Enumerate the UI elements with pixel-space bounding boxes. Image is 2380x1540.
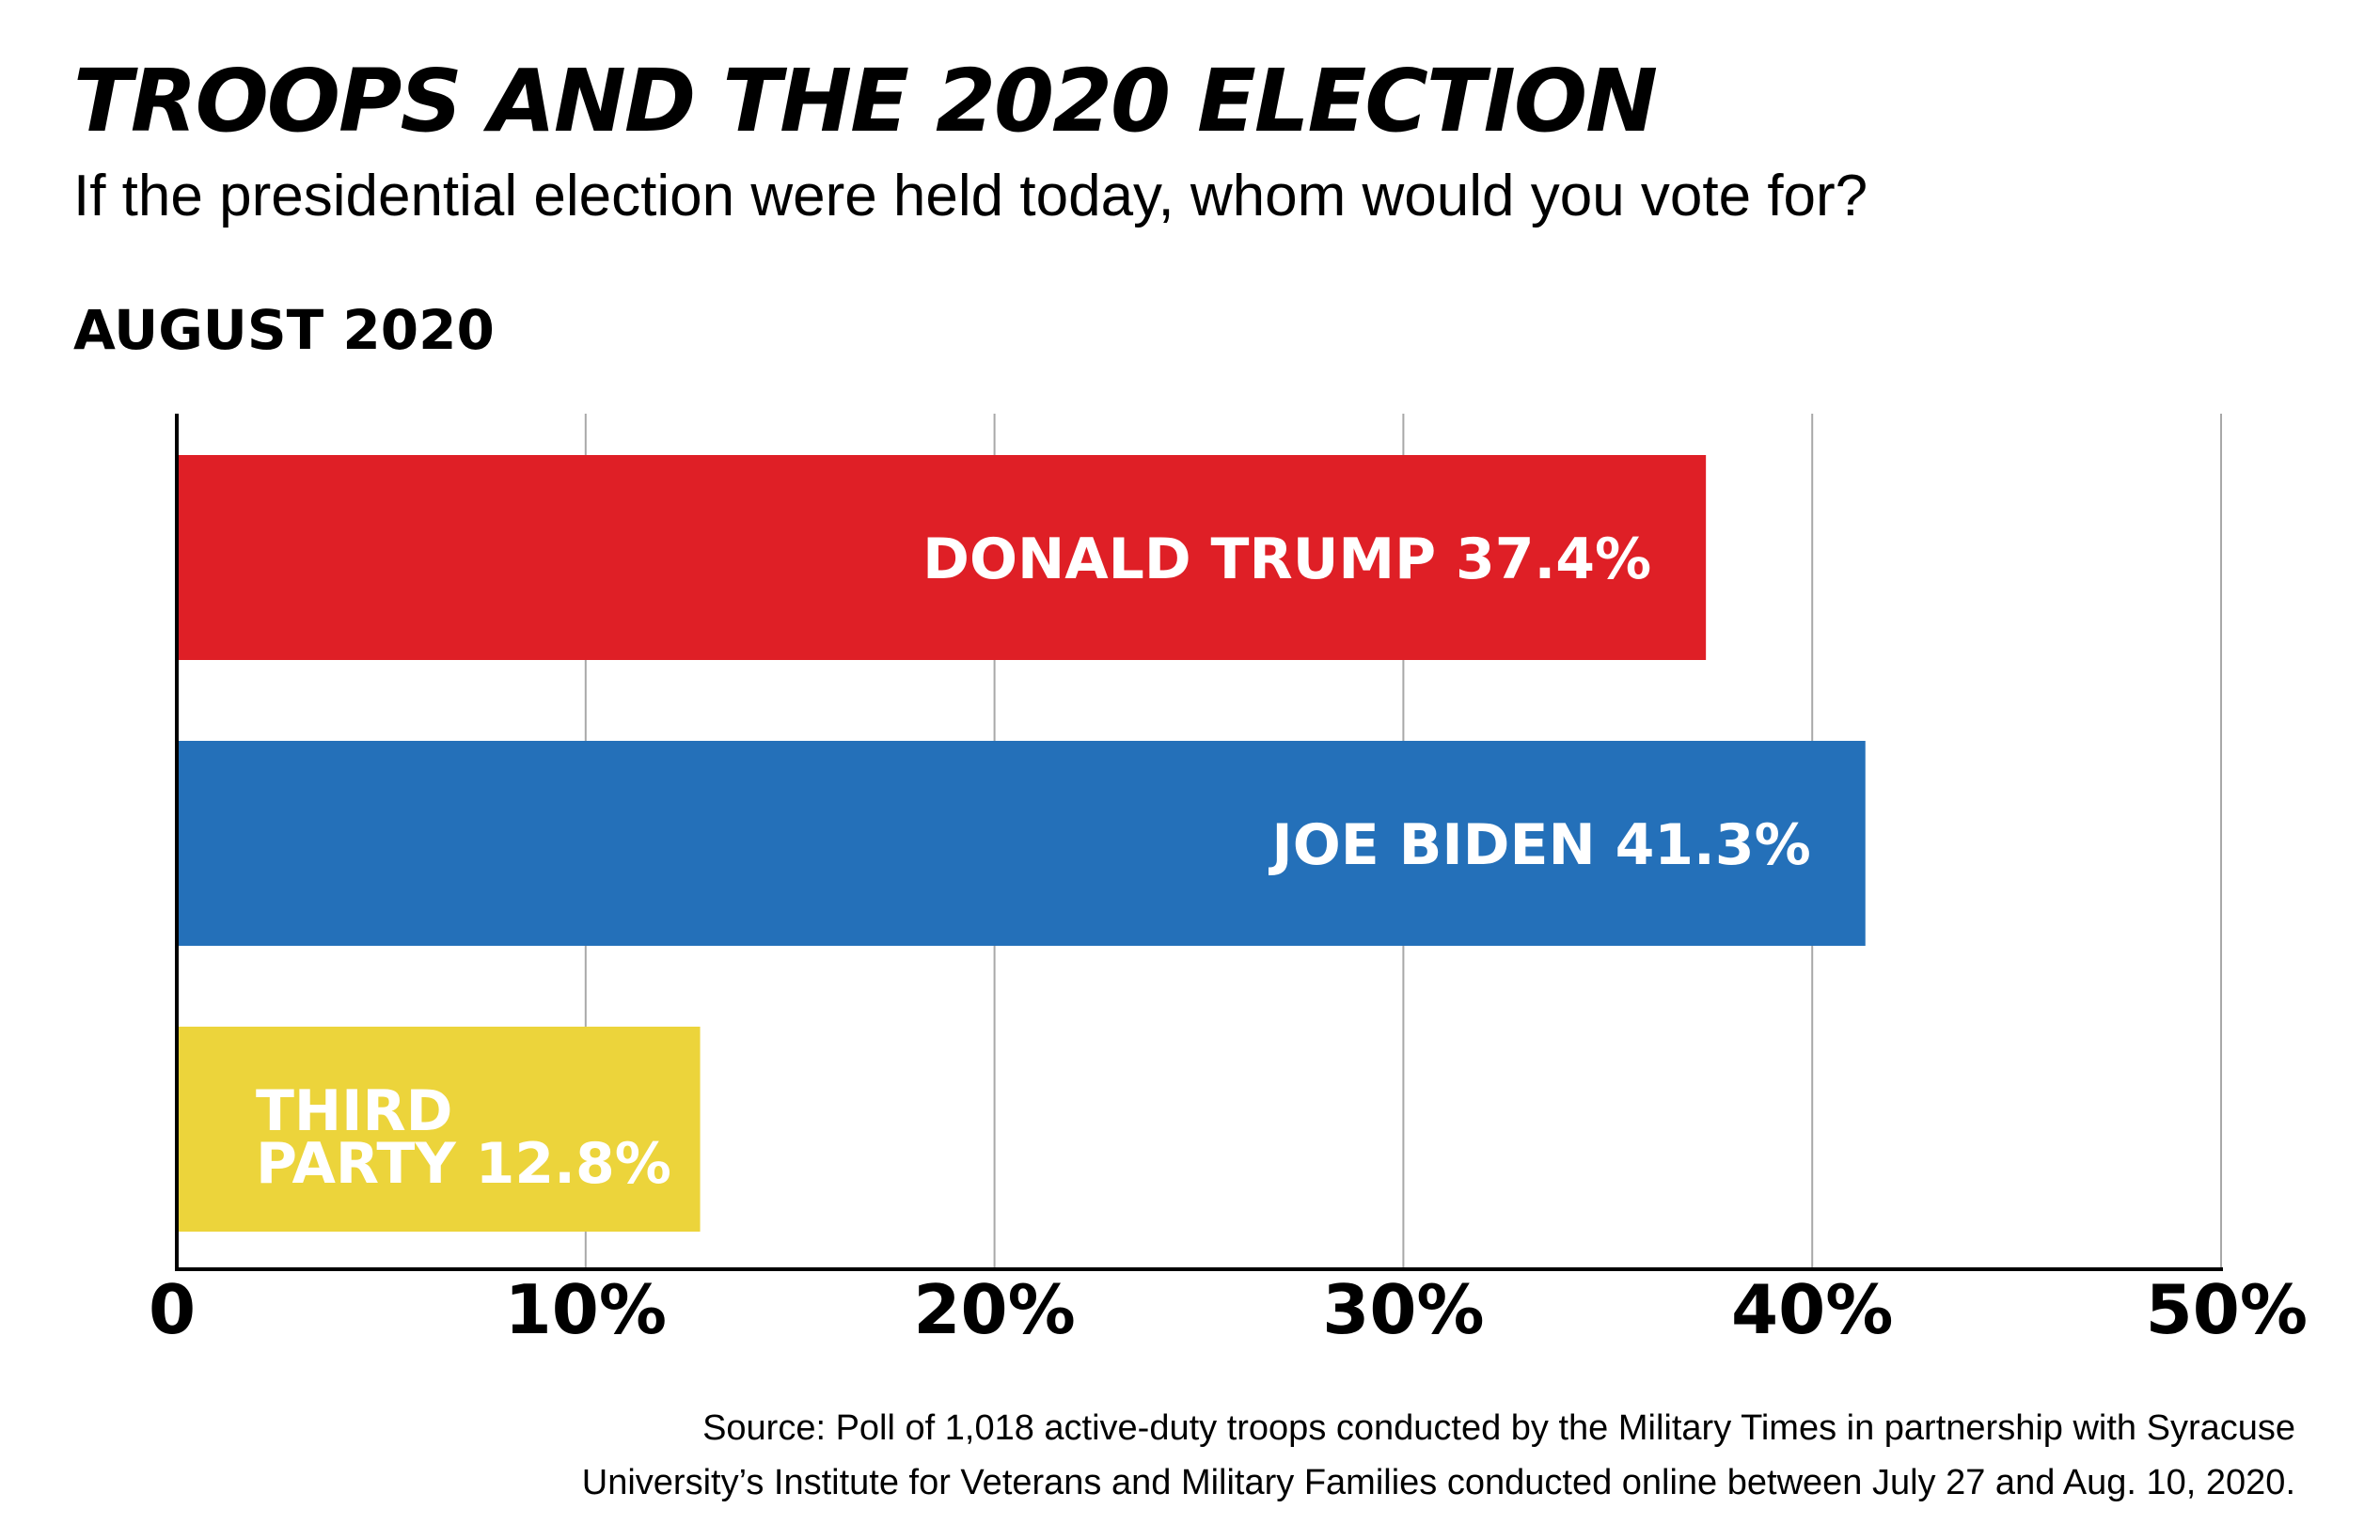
chart-period-label: AUGUST 2020: [73, 298, 495, 362]
bar-label-joe-biden: JOE BIDEN 41.3%: [1268, 812, 1810, 878]
bar-label-donald-trump: DONALD TRUMP 37.4%: [922, 526, 1651, 592]
source-line-1: Source: Poll of 1,018 active-duty troops…: [702, 1408, 2295, 1448]
source-note: Source: Poll of 1,018 active-duty troops…: [582, 1401, 2295, 1510]
source-line-2: University’s Institute for Veterans and …: [581, 1463, 2295, 1502]
bar-joe-biden: [177, 741, 1866, 946]
bar-third-party: [177, 1027, 701, 1232]
x-tick-labels: 0 10% 20% 30% 40% 50%: [149, 1270, 2308, 1349]
x-tick-label-40: 40%: [1731, 1270, 1893, 1349]
x-tick-label-30: 30%: [1322, 1270, 1484, 1349]
x-tick-label-20: 20%: [913, 1270, 1075, 1349]
chart-title: TROOPS AND THE 2020 ELECTION: [73, 51, 1658, 151]
bars: DONALD TRUMP 37.4% JOE BIDEN 41.3% THIRD PA…: [177, 455, 1866, 1232]
axes: [175, 414, 2223, 1271]
bar-label-third-party: THIRD PARTY 12.8%: [256, 1078, 671, 1197]
chart-subtitle: If the presidential election were held t…: [73, 164, 1868, 228]
x-tick-label-10: 10%: [505, 1270, 667, 1349]
x-tick-label-0: 0: [149, 1270, 196, 1349]
bar-donald-trump: [177, 455, 1707, 660]
x-tick-label-50: 50%: [2146, 1270, 2308, 1349]
